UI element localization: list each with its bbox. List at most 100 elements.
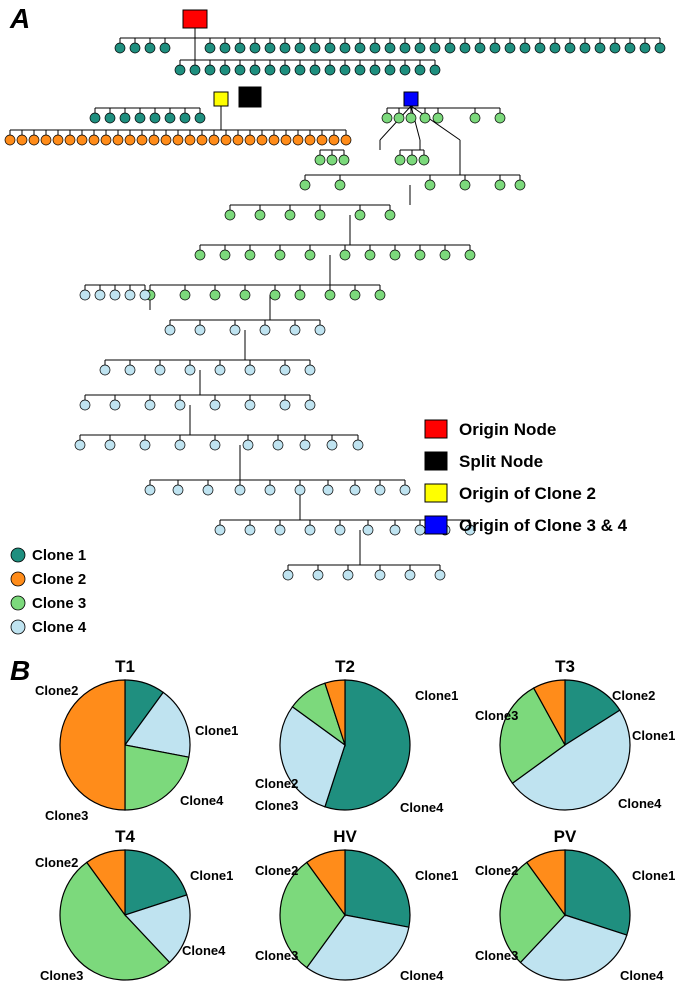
- tree-leaf: [125, 365, 135, 375]
- tree-leaf: [625, 43, 635, 53]
- tree-leaf: [293, 135, 303, 145]
- tree-leaf: [89, 135, 99, 145]
- tree-leaf: [260, 325, 270, 335]
- tree-leaf: [550, 43, 560, 53]
- tree-leaf: [425, 180, 435, 190]
- tree-leaf: [135, 113, 145, 123]
- slice-label: Clone2: [255, 776, 298, 791]
- clone-legend-marker: [11, 596, 25, 610]
- pie-title: T4: [115, 827, 135, 846]
- tree-leaf: [305, 135, 315, 145]
- tree-leaf: [185, 365, 195, 375]
- tree-leaf: [300, 180, 310, 190]
- tree-leaf: [400, 43, 410, 53]
- tree-leaf: [315, 210, 325, 220]
- tree-leaf: [505, 43, 515, 53]
- slice-label: Clone3: [255, 948, 298, 963]
- tree-leaf: [394, 113, 404, 123]
- clone-legend-label: Clone 2: [32, 571, 86, 588]
- clone-legend-marker: [11, 620, 25, 634]
- tree-leaf: [440, 250, 450, 260]
- tree-leaf: [353, 440, 363, 450]
- tree-leaf: [205, 43, 215, 53]
- pie-title: PV: [554, 827, 577, 846]
- tree-leaf: [535, 43, 545, 53]
- tree-leaf: [125, 290, 135, 300]
- slice-label: Clone1: [632, 728, 675, 743]
- tree-leaf: [406, 113, 416, 123]
- tree-leaf: [430, 65, 440, 75]
- tree-leaf: [77, 135, 87, 145]
- legend-label: Origin of Clone 3 & 4: [459, 516, 628, 535]
- tree-leaf: [140, 290, 150, 300]
- tree-leaf: [433, 113, 443, 123]
- slice-label: Clone2: [35, 683, 78, 698]
- pie-title: T3: [555, 657, 575, 676]
- tree-leaf: [270, 290, 280, 300]
- tree-leaf: [335, 180, 345, 190]
- tree-leaf: [105, 440, 115, 450]
- tree-leaf: [310, 43, 320, 53]
- tree-leaf: [327, 440, 337, 450]
- tree-leaf: [370, 65, 380, 75]
- tree-leaf: [430, 43, 440, 53]
- tree-leaf: [80, 290, 90, 300]
- tree-leaf: [17, 135, 27, 145]
- tree-leaf: [640, 43, 650, 53]
- tree-leaf: [235, 485, 245, 495]
- tree-leaf: [515, 180, 525, 190]
- tree-leaf: [115, 43, 125, 53]
- tree-leaf: [363, 525, 373, 535]
- tree-leaf: [295, 65, 305, 75]
- slice-label: Clone3: [475, 948, 518, 963]
- tree-leaf: [215, 525, 225, 535]
- tree-leaf: [101, 135, 111, 145]
- tree-leaf: [110, 400, 120, 410]
- tree-leaf: [400, 485, 410, 495]
- tree-square-node: [404, 92, 418, 106]
- tree-leaf: [113, 135, 123, 145]
- pie-title: HV: [333, 827, 357, 846]
- tree-leaf: [245, 525, 255, 535]
- pie-chart: HVClone1Clone4Clone3Clone2: [255, 827, 458, 983]
- tree-leaf: [435, 570, 445, 580]
- tree-leaf: [580, 43, 590, 53]
- tree-leaf: [255, 210, 265, 220]
- tree-leaf: [340, 250, 350, 260]
- tree-leaf: [395, 155, 405, 165]
- slice-label: Clone4: [182, 943, 226, 958]
- tree-leaf: [305, 250, 315, 260]
- tree-leaf: [221, 135, 231, 145]
- tree-leaf: [175, 65, 185, 75]
- tree-leaf: [245, 400, 255, 410]
- tree-leaf: [329, 135, 339, 145]
- tree-leaf: [280, 65, 290, 75]
- tree-leaf: [190, 65, 200, 75]
- slice-label: Clone4: [180, 793, 224, 808]
- slice-label: Clone1: [415, 868, 458, 883]
- slice-label: Clone3: [255, 798, 298, 813]
- tree-leaf: [295, 43, 305, 53]
- tree-leaf: [250, 65, 260, 75]
- tree-leaf: [355, 65, 365, 75]
- legend-square: [425, 484, 447, 502]
- tree-leaf: [175, 440, 185, 450]
- tree-leaf: [323, 485, 333, 495]
- tree-leaf: [283, 570, 293, 580]
- tree-leaf: [475, 43, 485, 53]
- tree-leaf: [210, 440, 220, 450]
- tree-leaf: [230, 325, 240, 335]
- tree-leaf: [343, 570, 353, 580]
- tree-leaf: [180, 290, 190, 300]
- tree-leaf: [400, 65, 410, 75]
- tree-leaf: [245, 135, 255, 145]
- tree-leaf: [305, 365, 315, 375]
- tree-leaf: [281, 135, 291, 145]
- tree-leaf: [595, 43, 605, 53]
- tree-leaf: [265, 43, 275, 53]
- tree-leaf: [317, 135, 327, 145]
- pie-chart: T2Clone1Clone4Clone3Clone2: [255, 657, 458, 815]
- tree-leaf: [265, 65, 275, 75]
- tree-leaf: [460, 180, 470, 190]
- tree-leaf: [65, 135, 75, 145]
